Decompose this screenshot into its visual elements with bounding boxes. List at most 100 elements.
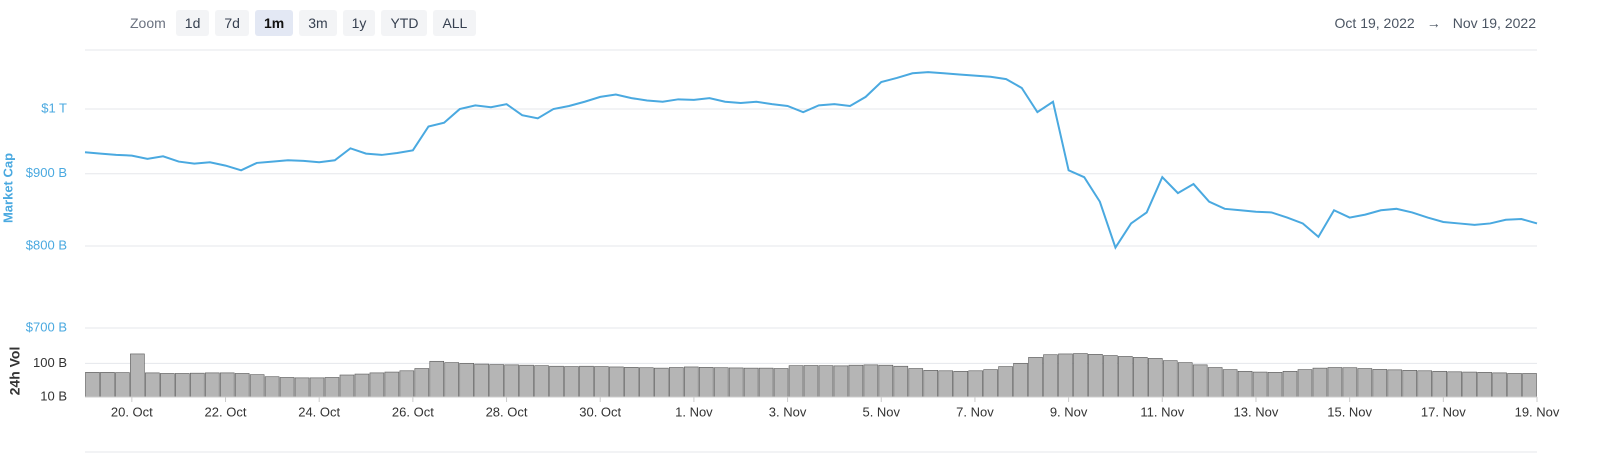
x-tick-label: 17. Nov: [1421, 404, 1466, 419]
volume-bar: [175, 373, 190, 398]
volume-bar: [519, 364, 534, 398]
x-tick-label: 5. Nov: [862, 404, 900, 419]
volume-bar: [743, 367, 759, 398]
volume-bar: [1477, 372, 1492, 398]
volume-bar: [1148, 358, 1163, 398]
volume-bar: [1222, 369, 1238, 398]
x-tick-label: 24. Oct: [298, 404, 340, 419]
volume-bar: [1522, 373, 1537, 398]
header: Zoom 1d 7d 1m 3m 1y YTD ALL Oct 19, 2022 → Nov…: [0, 10, 1600, 38]
zoom-label: Zoom: [130, 15, 166, 31]
volume-bar: [354, 373, 370, 398]
volume-bar: [654, 367, 669, 398]
volume-bar: [1372, 369, 1388, 398]
x-tick-label: 15. Nov: [1327, 404, 1372, 419]
x-tick-label: 19. Nov: [1515, 404, 1560, 419]
y-tick-label: $900 B: [26, 165, 67, 180]
volume-bar: [264, 376, 280, 398]
volume-bar: [1432, 370, 1447, 398]
volume-bar: [1162, 360, 1178, 398]
volume-bar: [429, 360, 445, 398]
volume-bar: [234, 373, 250, 398]
volume-bar: [728, 367, 744, 398]
volume-bar: [683, 366, 699, 398]
date-from: Oct 19, 2022: [1334, 15, 1415, 31]
volume-bar: [1043, 354, 1058, 398]
volume-bar: [773, 368, 789, 398]
y-axis-label: 24h Vol: [7, 347, 23, 396]
volume-bar: [1133, 357, 1148, 398]
x-tick-label: 1. Nov: [675, 404, 713, 419]
volume-bar: [1013, 363, 1028, 398]
volume-bar: [923, 370, 939, 398]
volume-bar: [893, 365, 909, 398]
date-to: Nov 19, 2022: [1452, 15, 1536, 31]
volume-bar: [339, 374, 355, 398]
zoom-button[interactable]: YTD: [381, 10, 428, 36]
volume-bar: [803, 365, 819, 398]
y-tick-label: 100 B: [33, 355, 67, 370]
x-tick-label: 7. Nov: [956, 404, 994, 419]
volume-bar: [1088, 354, 1103, 398]
volume-bar: [1207, 367, 1223, 398]
volume-bar: [219, 372, 235, 398]
volume-bar: [878, 364, 894, 398]
y-tick-label: $1 T: [41, 100, 67, 115]
y-tick-label: 10 B: [40, 388, 67, 403]
zoom-button[interactable]: ALL: [433, 10, 477, 36]
date-range[interactable]: Oct 19, 2022 → Nov 19, 2022: [1335, 10, 1536, 36]
volume-bar: [624, 367, 639, 398]
volume-bar: [758, 367, 774, 398]
volume-bar: [998, 366, 1013, 398]
zoom-button[interactable]: 3m: [299, 10, 337, 36]
volume-bar: [459, 363, 474, 398]
volume-bar: [189, 372, 205, 398]
y-tick-label: $800 B: [26, 237, 67, 252]
volume-bar: [788, 365, 804, 398]
volume-bar: [1297, 369, 1313, 398]
zoom-button[interactable]: 1d: [175, 10, 210, 36]
zoom-button[interactable]: 1m: [254, 10, 294, 36]
volume-bar: [115, 372, 130, 398]
volume-bar: [1327, 367, 1343, 398]
volume-bar: [160, 373, 175, 398]
volume-bar: [549, 365, 564, 398]
volume-bar: [1402, 370, 1418, 398]
volume-bar: [668, 367, 684, 398]
volume-bar: [1237, 370, 1253, 398]
volume-bar: [1447, 371, 1462, 398]
volume-bar: [639, 367, 654, 398]
zoom-button[interactable]: 7d: [215, 10, 249, 36]
volume-bar: [534, 365, 549, 398]
volume-bar: [1357, 368, 1373, 398]
x-tick-label: 30. Oct: [579, 404, 621, 419]
volume-bar: [1282, 370, 1298, 398]
volume-bar: [863, 364, 879, 398]
volume-bar: [309, 377, 325, 398]
volume-bar: [1177, 362, 1193, 398]
volume-bar: [1073, 353, 1088, 398]
volume-bar: [818, 365, 834, 398]
volume-bar: [698, 367, 714, 398]
volume-bar: [1252, 371, 1268, 398]
y-tick-label: $700 B: [26, 319, 67, 334]
volume-bar: [414, 368, 430, 398]
volume-bar: [1462, 371, 1477, 398]
volume-bar: [848, 364, 864, 398]
volume-bar: [1267, 372, 1283, 398]
volume-bar: [713, 367, 729, 398]
volume-bar: [100, 372, 115, 398]
x-tick-label: 3. Nov: [769, 404, 807, 419]
volume-bar: [294, 377, 310, 398]
y-axis-label: Market Cap: [0, 153, 15, 223]
volume-bar: [609, 366, 624, 398]
zoom-button[interactable]: 1y: [342, 10, 376, 36]
volume-bar: [1312, 367, 1328, 398]
volume-bar: [1192, 364, 1208, 398]
volume-bar: [833, 365, 849, 398]
volume-bar: [130, 353, 145, 398]
volume-bar: [579, 365, 594, 398]
volume-bar: [204, 372, 220, 398]
x-tick-label: 11. Nov: [1140, 404, 1184, 419]
